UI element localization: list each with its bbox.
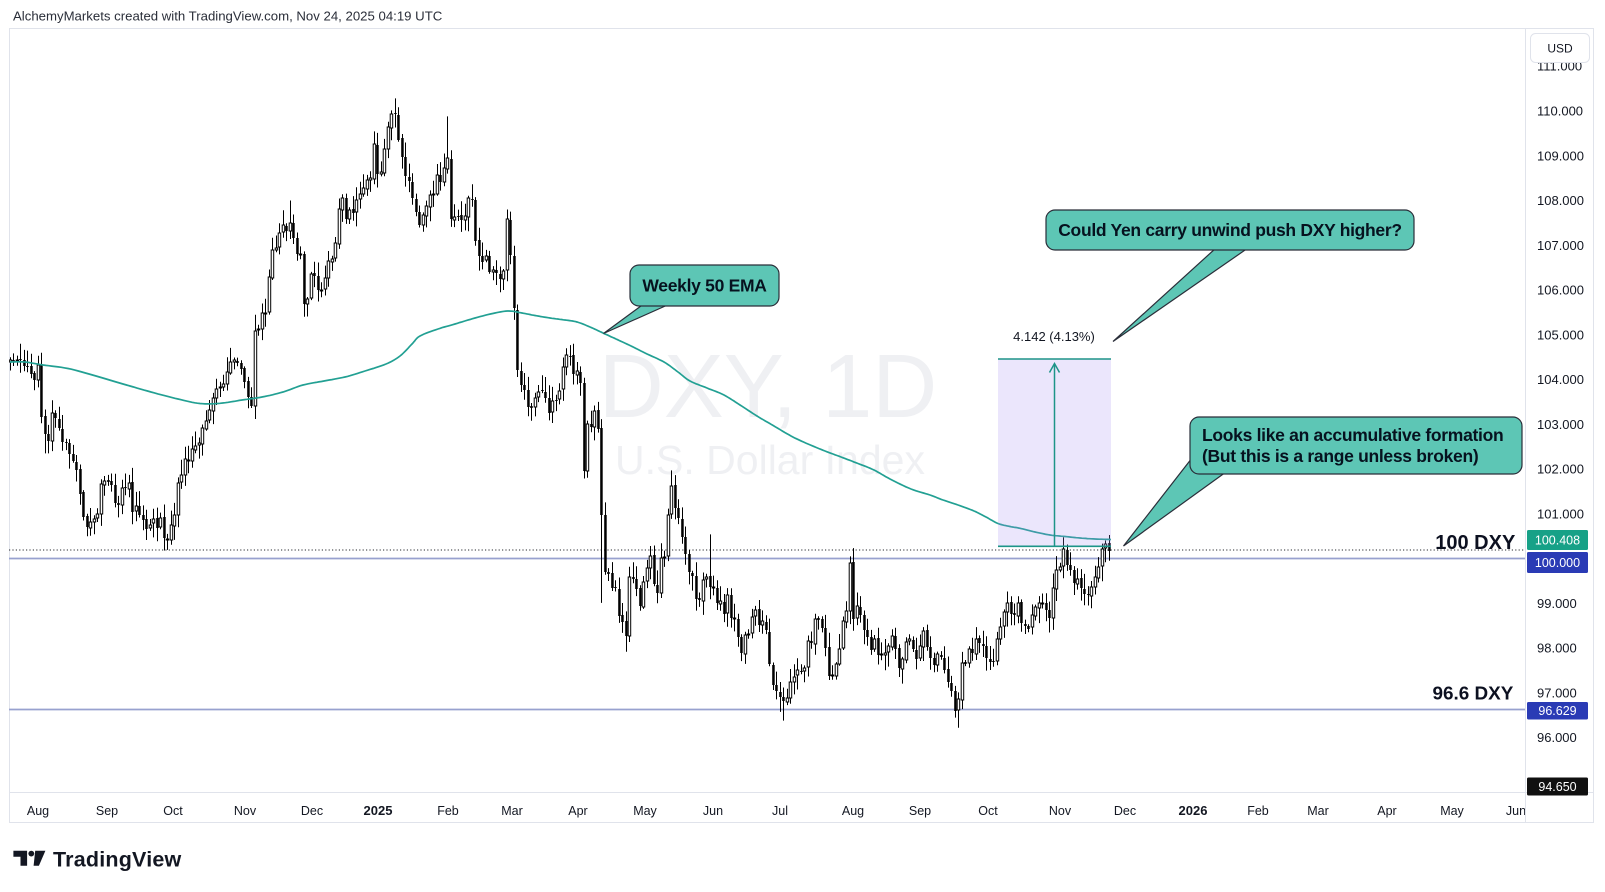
svg-text:102.000: 102.000: [1537, 462, 1584, 477]
svg-text:Aug: Aug: [27, 804, 49, 818]
svg-text:2025: 2025: [364, 803, 393, 818]
svg-text:106.000: 106.000: [1537, 283, 1584, 298]
svg-text:(But this is a range unless br: (But this is a range unless broken): [1202, 446, 1478, 466]
svg-text:Jun: Jun: [1506, 804, 1526, 818]
svg-text:96.629: 96.629: [1538, 704, 1576, 718]
svg-text:Dec: Dec: [301, 804, 323, 818]
svg-text:100 DXY: 100 DXY: [1435, 532, 1516, 554]
svg-text:Dec: Dec: [1114, 804, 1136, 818]
svg-text:U.S. Dollar Index: U.S. Dollar Index: [615, 437, 925, 483]
svg-text:May: May: [633, 804, 657, 818]
svg-text:Looks like an accumulative for: Looks like an accumulative formation: [1202, 425, 1503, 445]
svg-text:98.000: 98.000: [1537, 641, 1577, 656]
svg-text:Nov: Nov: [234, 804, 257, 818]
svg-text:Feb: Feb: [1247, 804, 1269, 818]
svg-text:100.000: 100.000: [1535, 556, 1580, 570]
svg-text:Oct: Oct: [978, 804, 998, 818]
svg-text:4.142 (4.13%): 4.142 (4.13%): [1013, 329, 1095, 344]
svg-text:Oct: Oct: [163, 804, 183, 818]
svg-text:104.000: 104.000: [1537, 372, 1584, 387]
svg-text:Apr: Apr: [568, 804, 587, 818]
svg-text:2026: 2026: [1179, 803, 1208, 818]
svg-text:AlchemyMarkets created with Tr: AlchemyMarkets created with TradingView.…: [13, 8, 443, 23]
svg-text:94.650: 94.650: [1538, 780, 1576, 794]
svg-text:99.000: 99.000: [1537, 596, 1577, 611]
svg-text:96.000: 96.000: [1537, 730, 1577, 745]
svg-text:Weekly 50 EMA: Weekly 50 EMA: [642, 276, 767, 296]
svg-text:USD: USD: [1547, 41, 1573, 55]
svg-text:108.000: 108.000: [1537, 193, 1584, 208]
svg-text:96.6 DXY: 96.6 DXY: [1432, 684, 1513, 705]
svg-text:109.000: 109.000: [1537, 148, 1584, 163]
svg-text:107.000: 107.000: [1537, 238, 1584, 253]
svg-text:Sep: Sep: [96, 804, 118, 818]
svg-text:Mar: Mar: [1307, 804, 1329, 818]
svg-text:110.000: 110.000: [1537, 104, 1583, 119]
svg-text:Jul: Jul: [772, 804, 788, 818]
svg-text:Nov: Nov: [1049, 804, 1072, 818]
svg-text:Sep: Sep: [909, 804, 931, 818]
svg-text:105.000: 105.000: [1537, 327, 1584, 342]
svg-text:DXY, 1D: DXY, 1D: [599, 337, 938, 437]
svg-text:May: May: [1440, 804, 1464, 818]
svg-text:103.000: 103.000: [1537, 417, 1584, 432]
svg-text:97.000: 97.000: [1537, 685, 1577, 700]
svg-text:Aug: Aug: [842, 804, 864, 818]
svg-text:100.408: 100.408: [1535, 534, 1580, 548]
svg-text:101.000: 101.000: [1537, 506, 1584, 521]
svg-text:Jun: Jun: [703, 804, 723, 818]
svg-text:Feb: Feb: [437, 804, 459, 818]
svg-text:Mar: Mar: [501, 804, 523, 818]
svg-text:TradingView: TradingView: [53, 848, 182, 872]
svg-text:Apr: Apr: [1377, 804, 1396, 818]
svg-text:Could Yen carry unwind push DX: Could Yen carry unwind push DXY higher?: [1058, 220, 1402, 240]
